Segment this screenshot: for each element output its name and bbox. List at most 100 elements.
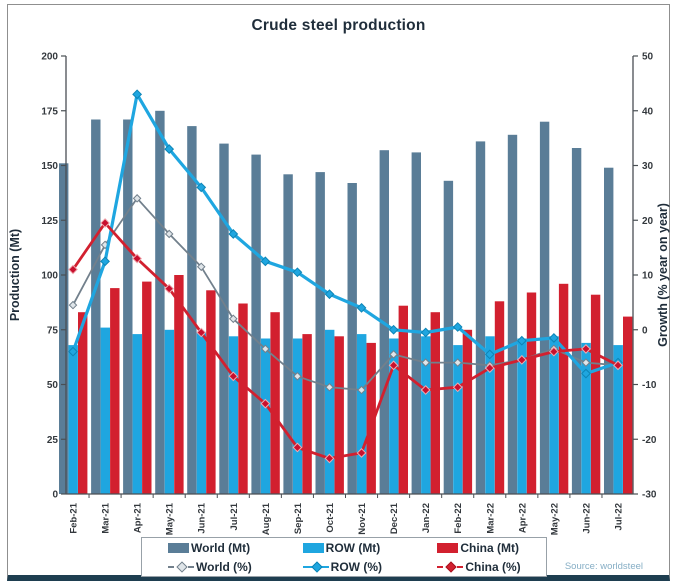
world-marker <box>196 262 206 272</box>
legend-item-world-pct: World (%) <box>142 560 277 574</box>
left-axis-tick-label: 75 <box>47 325 59 336</box>
legend-item-china-pct: China (%) <box>411 560 546 574</box>
china-bar <box>398 305 408 494</box>
row-marker <box>324 289 335 300</box>
row-marker <box>548 333 559 343</box>
row-marker <box>228 229 239 239</box>
world-marker <box>325 382 334 392</box>
row-marker <box>420 327 431 338</box>
left-axis-tick-label: 100 <box>41 271 58 282</box>
world-bar <box>91 119 101 494</box>
china-line <box>71 221 619 460</box>
row-bar <box>132 334 142 494</box>
china-marker <box>484 363 495 373</box>
world-bar <box>604 167 614 494</box>
chart-legend: World (Mt) ROW (Mt) China (Mt) World (%)… <box>141 537 547 577</box>
row-bar <box>389 338 399 494</box>
china-bar <box>238 303 248 494</box>
x-axis-label: Jul-22 <box>614 503 625 530</box>
china-marker <box>581 344 591 354</box>
row-marker <box>132 89 143 100</box>
china-bar <box>270 312 280 494</box>
legend-label: World (Mt) <box>191 540 251 555</box>
world-bar <box>123 119 133 494</box>
x-axis-label: Jun-21 <box>197 502 208 533</box>
world-marker <box>581 358 591 367</box>
legend-label: China (Mt) <box>460 540 519 555</box>
row-marker <box>196 182 207 193</box>
world-bar <box>219 143 229 494</box>
china-marker <box>388 360 399 371</box>
china-marker <box>548 346 559 357</box>
left-axis-tick-label: 25 <box>47 435 59 446</box>
china-marker <box>100 218 110 228</box>
legend-item-world-mt: World (Mt) <box>142 541 277 555</box>
world-marker <box>421 358 430 367</box>
china-bar <box>526 292 537 494</box>
china-marker <box>196 327 207 338</box>
world-bar <box>155 110 165 495</box>
row-bar <box>549 336 559 494</box>
china-bar <box>334 336 344 494</box>
right-axis-title: Growth (% year on year) <box>656 203 670 347</box>
world-marker <box>261 344 270 354</box>
legend-item-row-mt: ROW (Mt) <box>277 541 412 555</box>
x-axis-label: Oct-21 <box>325 502 336 532</box>
row-marker <box>100 256 110 267</box>
row-bar <box>325 329 335 495</box>
row-bar <box>453 345 463 494</box>
row-bar <box>260 338 271 494</box>
x-axis-label: Feb-21 <box>69 502 80 533</box>
row-marker <box>516 335 527 346</box>
row-bar <box>485 336 495 494</box>
left-axis-tick-label: 0 <box>52 490 58 501</box>
china-bar <box>174 275 184 494</box>
china-bar <box>302 334 312 494</box>
world-marker <box>164 229 174 239</box>
world-marker <box>453 358 463 367</box>
row-bar <box>228 336 239 494</box>
chart-title: Crude steel production <box>251 17 426 34</box>
world-marker <box>228 314 238 324</box>
china-marker <box>613 360 623 371</box>
right-axis-tick-label: 50 <box>642 52 654 63</box>
row-marker <box>292 267 303 278</box>
row-marker <box>164 144 175 154</box>
legend-item-row-pct: ROW (%) <box>277 560 412 574</box>
row-marker <box>581 368 591 379</box>
x-axis-label: Nov-21 <box>357 502 368 534</box>
row-bar <box>292 338 303 494</box>
china-bar <box>110 288 120 494</box>
x-axis-label: Jan-22 <box>421 503 432 533</box>
left-axis-tick-label: 125 <box>41 216 58 227</box>
x-axis-label: Jul-21 <box>229 502 240 530</box>
china-bar <box>78 312 88 494</box>
left-axis-tick-label: 150 <box>41 161 58 172</box>
left-axis-tick-label: 200 <box>41 52 58 63</box>
china-bar <box>494 301 505 494</box>
row-bar <box>196 331 207 494</box>
x-axis-label: Sep-21 <box>293 502 304 534</box>
world-marker <box>357 385 366 395</box>
china-marker <box>452 382 463 393</box>
x-axis-label: Jun-22 <box>581 503 592 534</box>
world-marker <box>293 371 302 381</box>
world-bar <box>411 152 421 494</box>
world-bar <box>315 172 325 494</box>
x-axis-label: Mar-22 <box>485 503 496 534</box>
row-marker <box>388 324 399 335</box>
china-marker <box>164 283 175 294</box>
world-marker <box>389 350 398 359</box>
source-credit: Source: worldsteel <box>564 561 643 572</box>
china-marker <box>68 264 78 275</box>
china-bar-swatch <box>437 542 459 553</box>
right-axis-tick-label: -20 <box>642 435 657 446</box>
legend-label: ROW (Mt) <box>325 540 381 555</box>
row-bar <box>517 338 527 494</box>
right-axis-tick-label: 10 <box>642 271 654 282</box>
china-bar <box>142 281 152 494</box>
left-axis-tick-label: 50 <box>47 380 59 391</box>
china-bar <box>430 312 440 494</box>
china-marker <box>228 371 239 382</box>
